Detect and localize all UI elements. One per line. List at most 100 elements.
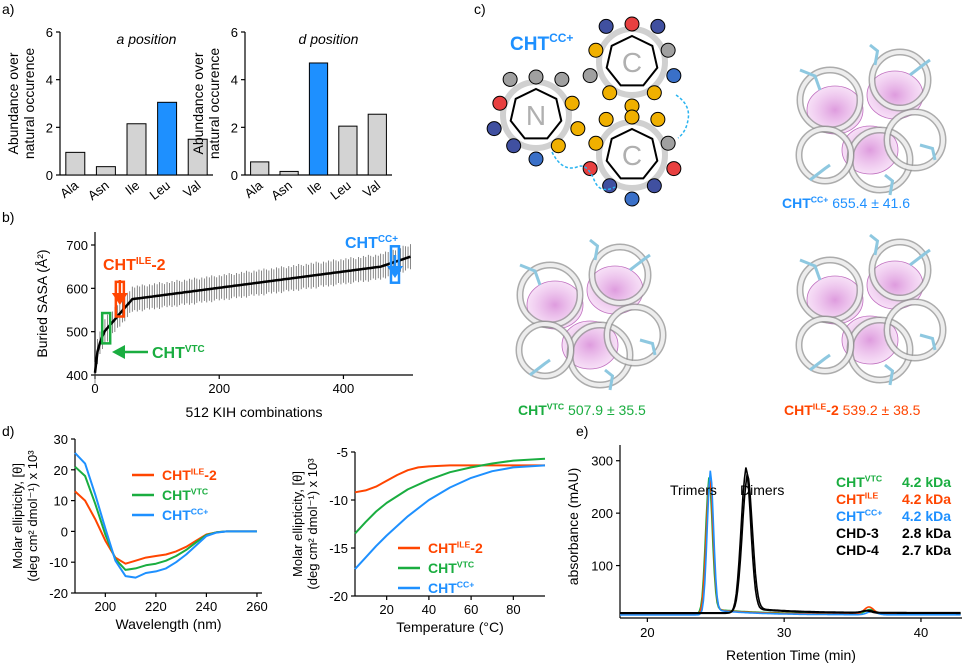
- legend-label: CHTILE-2: [162, 467, 217, 483]
- y-tick-label: 4: [231, 73, 238, 88]
- legend-mass: 4.2 kDa: [902, 508, 951, 524]
- residue-circle: [598, 18, 614, 34]
- y-axis-label: Molar ellipticity, [θ](deg cm² dmol⁻¹) x…: [10, 450, 40, 582]
- residue-circle: [588, 135, 604, 151]
- series-line-cc+: [74, 452, 257, 579]
- y-axis-label: Abundance overnatural occurence: [190, 48, 222, 160]
- legend-label: CHTCC+: [162, 507, 208, 523]
- x-tick-label: 260: [246, 599, 268, 614]
- peak-label-trimers: Trimers: [670, 482, 717, 498]
- bar-val: [367, 113, 387, 176]
- y-tick-label: 0: [61, 524, 68, 539]
- y-tick-label: 10: [54, 494, 68, 509]
- series-line-cc+: [354, 464, 546, 570]
- panel-c-captions: CHTCC+ 655.4 ± 41.6 CHTVTC 507.9 ± 35.5 CH…: [518, 195, 921, 418]
- x-tick-label: 40: [422, 602, 436, 617]
- y-tick-label: 500: [66, 325, 88, 340]
- x-tick-label: 0: [91, 381, 98, 396]
- x-tick-label: 200: [208, 381, 230, 396]
- residue-circle: [528, 151, 544, 167]
- y-tick-label: 0: [231, 168, 238, 183]
- x-tick-label: Ile: [304, 178, 324, 198]
- bar-asn: [279, 170, 299, 176]
- label-cht-cc: CHTCC+: [345, 234, 398, 252]
- residue-circle: [486, 121, 502, 137]
- residue-circle: [646, 85, 662, 101]
- x-tick-label: Leu: [147, 178, 173, 203]
- heptad-path: [605, 34, 659, 87]
- x-tick-label: 30: [777, 625, 791, 640]
- side-chain: [604, 368, 615, 391]
- y-tick-label: 200: [591, 506, 613, 521]
- heptad-path: [605, 127, 659, 180]
- bar-val: [187, 138, 208, 176]
- residue-circle: [624, 109, 640, 125]
- y-axis-label: Buried SASA (Å²): [34, 249, 50, 357]
- y-tick-label: 0: [46, 168, 53, 183]
- legend-label: CHTILE-2: [428, 540, 483, 556]
- linker-1: [551, 151, 616, 191]
- side-chain: [909, 248, 931, 267]
- residue-circle: [646, 178, 662, 194]
- side-chain: [639, 338, 657, 356]
- data-curve: [93, 255, 411, 373]
- x-tick-label: 400: [333, 381, 355, 396]
- side-chain: [799, 258, 822, 281]
- residue-circle: [554, 71, 570, 87]
- y-tick-label: 2: [46, 120, 53, 135]
- line-chart-e: 100 200 300 20 30 40 Retention Time (min) absor…: [565, 445, 962, 663]
- panel-label-e: e): [576, 423, 588, 439]
- y-tick-label: 4: [46, 73, 53, 88]
- side-chain: [884, 363, 895, 386]
- helix-ribbon-highlight: [517, 322, 573, 378]
- residue-circle: [598, 111, 614, 127]
- bar-ala: [65, 151, 86, 176]
- panel-label-b: b): [2, 209, 14, 225]
- x-axis-label: Retention Time (min): [726, 647, 856, 663]
- residue-circle: [570, 121, 586, 137]
- arrowhead-vtc: [112, 345, 125, 359]
- caption-name: CHTVTC 507.9 ± 35.5: [518, 402, 646, 418]
- arrowhead-ile: [111, 293, 128, 305]
- molecule-cht-vtc: [515, 238, 667, 391]
- helix-ribbon-highlight: [870, 50, 930, 110]
- side-chain: [529, 358, 551, 377]
- x-axis-label: Temperature (°C): [396, 619, 504, 635]
- residue-circle: [666, 161, 682, 177]
- helix-ribbon-highlight: [605, 305, 665, 365]
- helical-wheel: N: [486, 69, 586, 167]
- x-tick-label: Ala: [57, 177, 82, 201]
- legend-label: CHTVTC: [428, 560, 475, 576]
- residue-circle: [492, 95, 508, 111]
- molecule-cht-cc: [795, 43, 947, 196]
- x-tick-label: Asn: [85, 178, 112, 204]
- residue-circle: [666, 68, 682, 84]
- residue-circle: [650, 111, 666, 127]
- series-line-ile: [354, 464, 545, 494]
- x-axis-label: 512 KIH combinations: [186, 404, 323, 420]
- chart-title: a position: [117, 31, 177, 47]
- y-tick-label: -5: [336, 445, 348, 460]
- residue-circle: [564, 95, 580, 111]
- panel-label-c: c): [474, 1, 486, 17]
- residue-circle: [550, 138, 566, 154]
- y-tick-label: 6: [46, 25, 53, 40]
- bar-leu: [157, 101, 178, 176]
- side-chain: [809, 163, 831, 182]
- side-chain: [919, 143, 937, 161]
- residue-circle: [588, 42, 604, 58]
- legend-label: CHTVTC: [162, 487, 209, 503]
- helix-ribbon-highlight: [797, 317, 853, 373]
- line-chart-d-left: -20 -10 0 10 20 30 200 220 240 260 Wavelength (nm)…: [10, 432, 268, 632]
- x-tick-label: 20: [379, 602, 393, 617]
- helix-ribbon-highlight: [870, 240, 930, 300]
- bar-asn: [95, 166, 116, 176]
- highlight-bar: [389, 245, 401, 284]
- residue-circle: [506, 138, 522, 154]
- x-tick-label: Ala: [241, 177, 266, 201]
- legend-name: CHTVTC: [836, 474, 883, 490]
- heptad-path: [509, 87, 563, 140]
- wheel-core-letter: C: [622, 140, 642, 171]
